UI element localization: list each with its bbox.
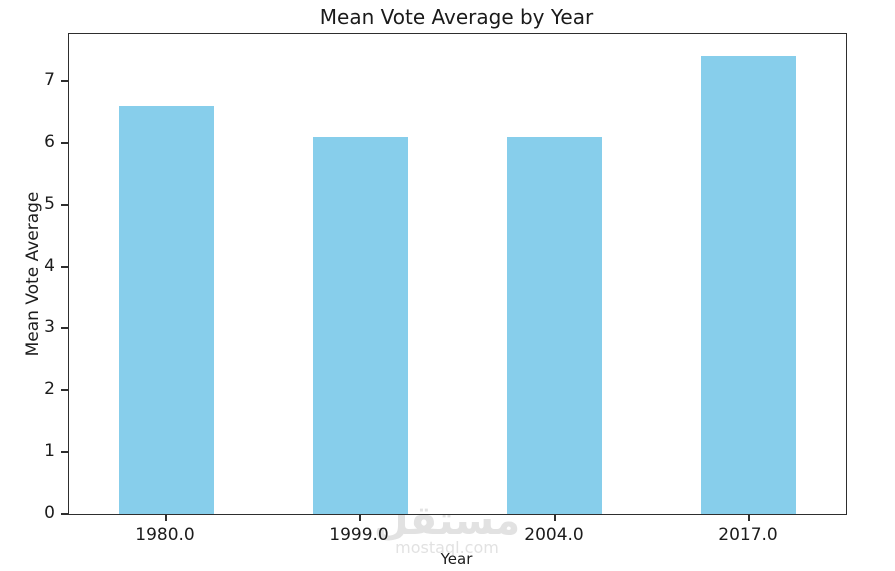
- chart-title: Mean Vote Average by Year: [319, 5, 594, 29]
- y-axis-label: Mean Vote Average: [23, 191, 43, 357]
- plot-area: [68, 33, 847, 515]
- bar-2004.0: [507, 137, 602, 514]
- y-tick-label: 2: [44, 379, 55, 399]
- watermark-url-text: mostaql.com: [395, 538, 499, 557]
- bar-1980.0: [119, 106, 214, 514]
- y-tick-mark: [61, 80, 68, 82]
- y-tick-mark: [61, 142, 68, 144]
- x-tick-mark: [554, 515, 556, 521]
- x-tick-label: 1980.0: [135, 525, 195, 545]
- y-tick-label: 0: [44, 503, 55, 523]
- y-tick-mark: [61, 451, 68, 453]
- x-tick-label: 2004.0: [524, 525, 584, 545]
- x-axis-label: Year: [440, 550, 473, 568]
- y-tick-label: 4: [44, 256, 55, 276]
- y-tick-label: 1: [44, 441, 55, 461]
- x-tick-mark: [748, 515, 750, 521]
- y-tick-mark: [61, 513, 68, 515]
- bar-2017.0: [701, 56, 796, 514]
- y-tick-mark: [61, 266, 68, 268]
- y-tick-mark: [61, 389, 68, 391]
- x-tick-label: 1999.0: [329, 525, 389, 545]
- y-tick-label: 5: [44, 194, 55, 214]
- x-tick-mark: [359, 515, 361, 521]
- x-tick-mark: [165, 515, 167, 521]
- y-tick-mark: [61, 327, 68, 329]
- y-tick-label: 7: [44, 70, 55, 90]
- y-tick-label: 6: [44, 132, 55, 152]
- y-tick-mark: [61, 204, 68, 206]
- bar-1999.0: [313, 137, 408, 514]
- y-tick-label: 3: [44, 317, 55, 337]
- x-tick-label: 2017.0: [718, 525, 778, 545]
